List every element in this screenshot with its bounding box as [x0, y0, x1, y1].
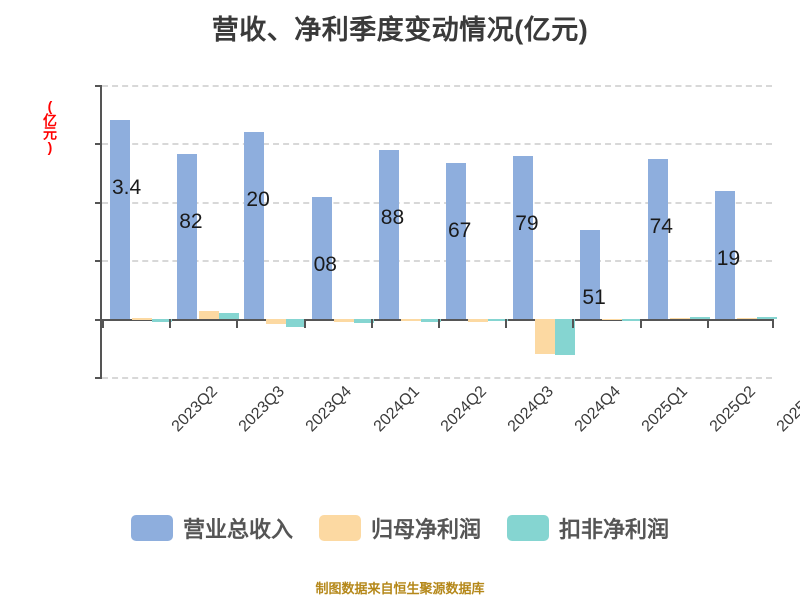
- bar-revenue[interactable]: [647, 158, 668, 319]
- bar-revenue[interactable]: [244, 131, 265, 319]
- bar-group: [438, 85, 508, 377]
- x-axis-tick-label: 2024Q3: [504, 383, 557, 436]
- x-axis-tick: [236, 318, 239, 328]
- bar-deducted-net-profit[interactable]: [622, 318, 643, 321]
- bar-deducted-net-profit[interactable]: [353, 318, 374, 323]
- x-axis-tick: [438, 318, 440, 328]
- bar-deducted-net-profit[interactable]: [555, 318, 576, 355]
- bar-deducted-net-profit[interactable]: [286, 318, 307, 327]
- bar-group: [102, 85, 172, 377]
- y-axis-tick: [95, 201, 102, 204]
- x-axis-tick-label: 2023Q2: [168, 383, 221, 436]
- x-axis-tick: [303, 318, 306, 328]
- bar-net-profit[interactable]: [400, 318, 421, 321]
- gridline: [102, 201, 772, 204]
- x-axis-tick: [772, 318, 774, 328]
- bar-revenue[interactable]: [714, 190, 735, 319]
- bar-group: [572, 85, 643, 377]
- x-axis-tick-label: 2023Q4: [303, 383, 356, 436]
- x-axis-tick-label: 2024Q4: [571, 383, 625, 436]
- bar-revenue[interactable]: [177, 153, 198, 319]
- bar-net-profit[interactable]: [266, 318, 287, 324]
- bar-revenue[interactable]: [446, 162, 466, 319]
- x-axis-tick-label: 2025Q2: [706, 383, 759, 436]
- bar-group: [236, 85, 307, 377]
- bar-value-label: 67: [448, 218, 472, 242]
- x-axis-tick: [102, 318, 104, 328]
- bar-net-profit[interactable]: [602, 318, 623, 321]
- legend-item[interactable]: 扣非净利润: [507, 512, 669, 544]
- bar-net-profit[interactable]: [468, 318, 488, 323]
- bar-value-label: 20: [246, 187, 270, 211]
- bar-deducted-net-profit[interactable]: [420, 318, 441, 323]
- y-axis-tick: [95, 260, 102, 263]
- bar-deducted-net-profit[interactable]: [756, 317, 777, 319]
- bar-group: [371, 85, 441, 377]
- bar-net-profit[interactable]: [199, 311, 220, 319]
- y-axis-tick: [95, 318, 102, 321]
- legend-swatch: [130, 515, 173, 541]
- legend-label: 营业总收入: [182, 517, 293, 542]
- bar-revenue[interactable]: [378, 150, 399, 319]
- legend-swatch: [507, 515, 549, 541]
- x-axis-tick-label: 2024Q1: [370, 383, 423, 436]
- gridline: [102, 85, 772, 87]
- x-axis-tick: [706, 318, 709, 328]
- legend-item[interactable]: 归母净利润: [318, 512, 481, 544]
- bar-value-label: 08: [313, 253, 337, 277]
- bar-value-label: 3.4: [112, 176, 142, 200]
- bar-net-profit[interactable]: [132, 318, 152, 320]
- bar-group: [304, 85, 374, 377]
- bar-revenue[interactable]: [580, 230, 601, 319]
- bar-revenue[interactable]: [513, 155, 534, 319]
- bar-net-profit[interactable]: [736, 317, 757, 320]
- y-axis-tick: [95, 143, 102, 146]
- bar-value-label: 74: [649, 214, 673, 238]
- legend-label: 扣非净利润: [559, 517, 670, 542]
- x-axis-tick: [572, 318, 575, 328]
- x-axis-tick-label: 2023Q3: [235, 383, 289, 436]
- bar-deducted-net-profit[interactable]: [152, 318, 172, 322]
- x-axis-tick: [169, 318, 172, 328]
- bar-revenue[interactable]: [110, 120, 130, 319]
- bar-group: [707, 85, 777, 377]
- chart-title: 营收、净利季度变动情况(亿元): [211, 15, 589, 45]
- footer-note: 制图数据来自恒生聚源数据库: [315, 581, 485, 596]
- bar-group: [169, 85, 240, 377]
- gridline: [102, 260, 772, 263]
- bar-value-label: 79: [515, 211, 539, 235]
- x-axis-tick: [370, 318, 373, 328]
- plot-inner: 3.4 82 20 08 88 67 79 51 74 19: [95, 85, 777, 379]
- bar-deducted-net-profit[interactable]: [689, 317, 710, 319]
- gridline: [102, 143, 772, 146]
- bar-group: [505, 85, 576, 377]
- x-axis-tick-label: 2025Q1: [639, 383, 692, 436]
- gridline: [102, 377, 772, 379]
- bar-revenue[interactable]: [311, 197, 332, 319]
- bar-net-profit[interactable]: [535, 318, 556, 354]
- bar-value-label: 19: [716, 246, 741, 270]
- bar-group: [640, 85, 710, 377]
- x-axis-tick: [505, 318, 508, 328]
- bar-deducted-net-profit[interactable]: [488, 318, 508, 321]
- plot-area: 3.4 82 20 08 88 67 79 51 74 19: [95, 85, 777, 379]
- legend-label: 归母净利润: [370, 517, 481, 542]
- legend-swatch: [318, 515, 361, 541]
- y-axis-tick: [95, 85, 102, 87]
- y-axis-title: (亿元): [42, 98, 58, 154]
- x-axis-tick-label: 2024Q2: [437, 383, 490, 436]
- x-axis-tick: [639, 318, 642, 328]
- bar-net-profit[interactable]: [333, 318, 354, 322]
- legend-item[interactable]: 营业总收入: [130, 512, 293, 544]
- bar-deducted-net-profit[interactable]: [219, 312, 240, 319]
- bar-net-profit[interactable]: [669, 317, 690, 320]
- bar-value-label: 51: [582, 286, 606, 310]
- chart-legend: 营业总收入 归母净利润 扣非净利润: [0, 512, 800, 544]
- bar-value-label: 82: [179, 209, 203, 233]
- x-axis-tick-label: 2025Q3: [773, 383, 800, 436]
- y-axis-tick: [95, 377, 102, 379]
- bar-value-label: 88: [380, 206, 405, 230]
